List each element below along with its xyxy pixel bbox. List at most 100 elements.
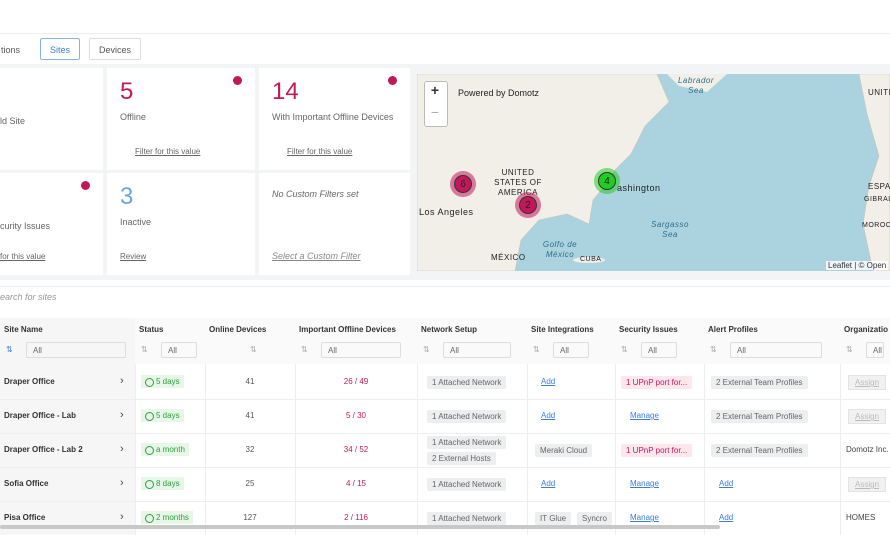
online-count: 41 bbox=[245, 411, 255, 420]
alert-chip: 2 External Team Profiles bbox=[711, 444, 808, 457]
site-name[interactable]: Draper Office bbox=[4, 377, 55, 386]
row-chevron: › bbox=[120, 511, 124, 523]
column-header: Online Devices bbox=[209, 325, 267, 334]
security-link[interactable]: Manage bbox=[630, 513, 659, 522]
column-header: Network Setup bbox=[421, 325, 478, 334]
network-chip: 1 Attached Network bbox=[427, 410, 507, 423]
map-cluster-count[interactable]: 6 bbox=[454, 175, 472, 193]
assign-button[interactable]: Assign bbox=[848, 409, 887, 424]
site-name[interactable]: Pisa Office bbox=[4, 513, 46, 522]
col-divider bbox=[615, 364, 616, 535]
card-link[interactable]: Filter for this value bbox=[287, 147, 353, 156]
sort-icon: ⇅ bbox=[621, 345, 628, 354]
tab[interactable]: Devices bbox=[89, 38, 141, 60]
column-header: Site Name bbox=[4, 325, 43, 334]
integration-chip: IT Glue bbox=[535, 512, 572, 525]
card bbox=[0, 173, 103, 275]
map-credit: Powered by Domotz bbox=[458, 88, 540, 98]
card bbox=[107, 68, 255, 170]
col-divider bbox=[417, 364, 418, 535]
column-header: Alert Profiles bbox=[708, 325, 758, 334]
card-value: 14 bbox=[272, 78, 299, 105]
offline-count: 2 / 116 bbox=[344, 513, 368, 522]
card bbox=[0, 68, 103, 170]
map-label: ESPA bbox=[868, 182, 890, 191]
integration-link[interactable]: Add bbox=[541, 377, 556, 386]
assign-button[interactable]: Assign bbox=[848, 375, 887, 390]
column-header: Important Offline Devices bbox=[299, 325, 396, 334]
security-link[interactable]: Manage bbox=[630, 479, 659, 488]
column-header: Security Issues bbox=[619, 325, 678, 334]
site-name[interactable]: Draper Office - Lab bbox=[4, 411, 77, 420]
map-cluster-count[interactable]: 2 bbox=[519, 196, 537, 214]
alert-chip: 2 External Team Profiles bbox=[711, 376, 808, 389]
site-name[interactable]: Draper Office - Lab 2 bbox=[4, 445, 83, 454]
card-link[interactable]: Review bbox=[120, 252, 147, 261]
sort-icon: ⇅ bbox=[423, 345, 430, 354]
card-link[interactable]: for this value bbox=[0, 252, 46, 261]
sort-icon: ⇅ bbox=[141, 345, 148, 354]
site-col-bg bbox=[0, 318, 135, 535]
filter-select[interactable]: All bbox=[553, 342, 589, 358]
map-label: UNITED STATES OF AMERICA bbox=[494, 168, 542, 197]
filter-select[interactable]: All bbox=[161, 342, 197, 358]
security-link[interactable]: Manage bbox=[630, 411, 659, 420]
card bbox=[107, 173, 255, 275]
col-divider bbox=[704, 364, 705, 535]
status-icon bbox=[145, 378, 154, 387]
tab[interactable]: Sites bbox=[40, 38, 80, 60]
security-chip[interactable]: 1 UPnP port for... bbox=[621, 444, 693, 457]
card-label: Offline bbox=[120, 112, 146, 122]
organization: Domotz Inc. bbox=[846, 445, 889, 454]
row-divider bbox=[0, 501, 890, 502]
filter-select[interactable]: All bbox=[443, 342, 511, 358]
row-divider bbox=[0, 399, 890, 400]
site-name[interactable]: Sofia Office bbox=[4, 479, 49, 488]
sort-icon: ⇅ bbox=[250, 345, 257, 354]
sort-icon: ⇅ bbox=[533, 345, 540, 354]
filter-select[interactable]: All bbox=[641, 342, 677, 358]
network-chip: 2 External Hosts bbox=[427, 452, 496, 465]
organization: HOMES bbox=[846, 513, 876, 522]
card bbox=[259, 68, 410, 170]
network-chip: 1 Attached Network bbox=[427, 478, 507, 491]
offline-count: 34 / 52 bbox=[343, 445, 369, 454]
map bbox=[417, 74, 890, 271]
zoom-out[interactable]: − bbox=[430, 104, 440, 120]
zoom-in[interactable]: + bbox=[430, 82, 440, 98]
filter-select[interactable]: All bbox=[730, 342, 822, 358]
tab[interactable]: tions bbox=[1, 45, 21, 55]
scrollbar bbox=[0, 525, 720, 529]
status-icon bbox=[145, 412, 154, 421]
col-divider bbox=[135, 364, 136, 535]
card-label: Inactive bbox=[120, 217, 152, 227]
filter-select[interactable]: All bbox=[866, 342, 884, 358]
alert-dot bbox=[233, 76, 242, 85]
card-link[interactable]: Select a Custom Filter bbox=[272, 251, 361, 261]
security-chip[interactable]: 1 UPnP port for... bbox=[621, 376, 693, 389]
filter-select[interactable]: All bbox=[321, 342, 401, 358]
card-link[interactable]: Filter for this value bbox=[135, 147, 201, 156]
alert-link[interactable]: Add bbox=[719, 479, 734, 488]
integration-chip: Syncro bbox=[577, 512, 612, 525]
map-cluster-count[interactable]: 4 bbox=[598, 172, 616, 190]
assign-button[interactable]: Assign bbox=[848, 477, 887, 492]
map-label: CUBA bbox=[580, 256, 602, 263]
integration-chip: Meraki Cloud bbox=[535, 444, 593, 457]
column-header: Organizatio bbox=[844, 325, 889, 334]
map-label: Golfo de México bbox=[542, 240, 578, 259]
alert-dot bbox=[388, 76, 397, 85]
filter-select[interactable]: All bbox=[26, 342, 126, 358]
map-label: Sargasso Sea bbox=[651, 220, 689, 239]
sort-icon: ⇅ bbox=[6, 345, 13, 354]
alert-link[interactable]: Add bbox=[719, 513, 734, 522]
status-badge: 2 months bbox=[141, 511, 193, 524]
table-header-bg bbox=[0, 318, 890, 364]
col-divider bbox=[205, 364, 206, 535]
integration-link[interactable]: Add bbox=[541, 411, 556, 420]
online-count: 25 bbox=[245, 479, 255, 488]
integration-link[interactable]: Add bbox=[541, 479, 556, 488]
sort-icon: ⇅ bbox=[710, 345, 717, 354]
search-input[interactable]: earch for sites bbox=[0, 292, 57, 302]
